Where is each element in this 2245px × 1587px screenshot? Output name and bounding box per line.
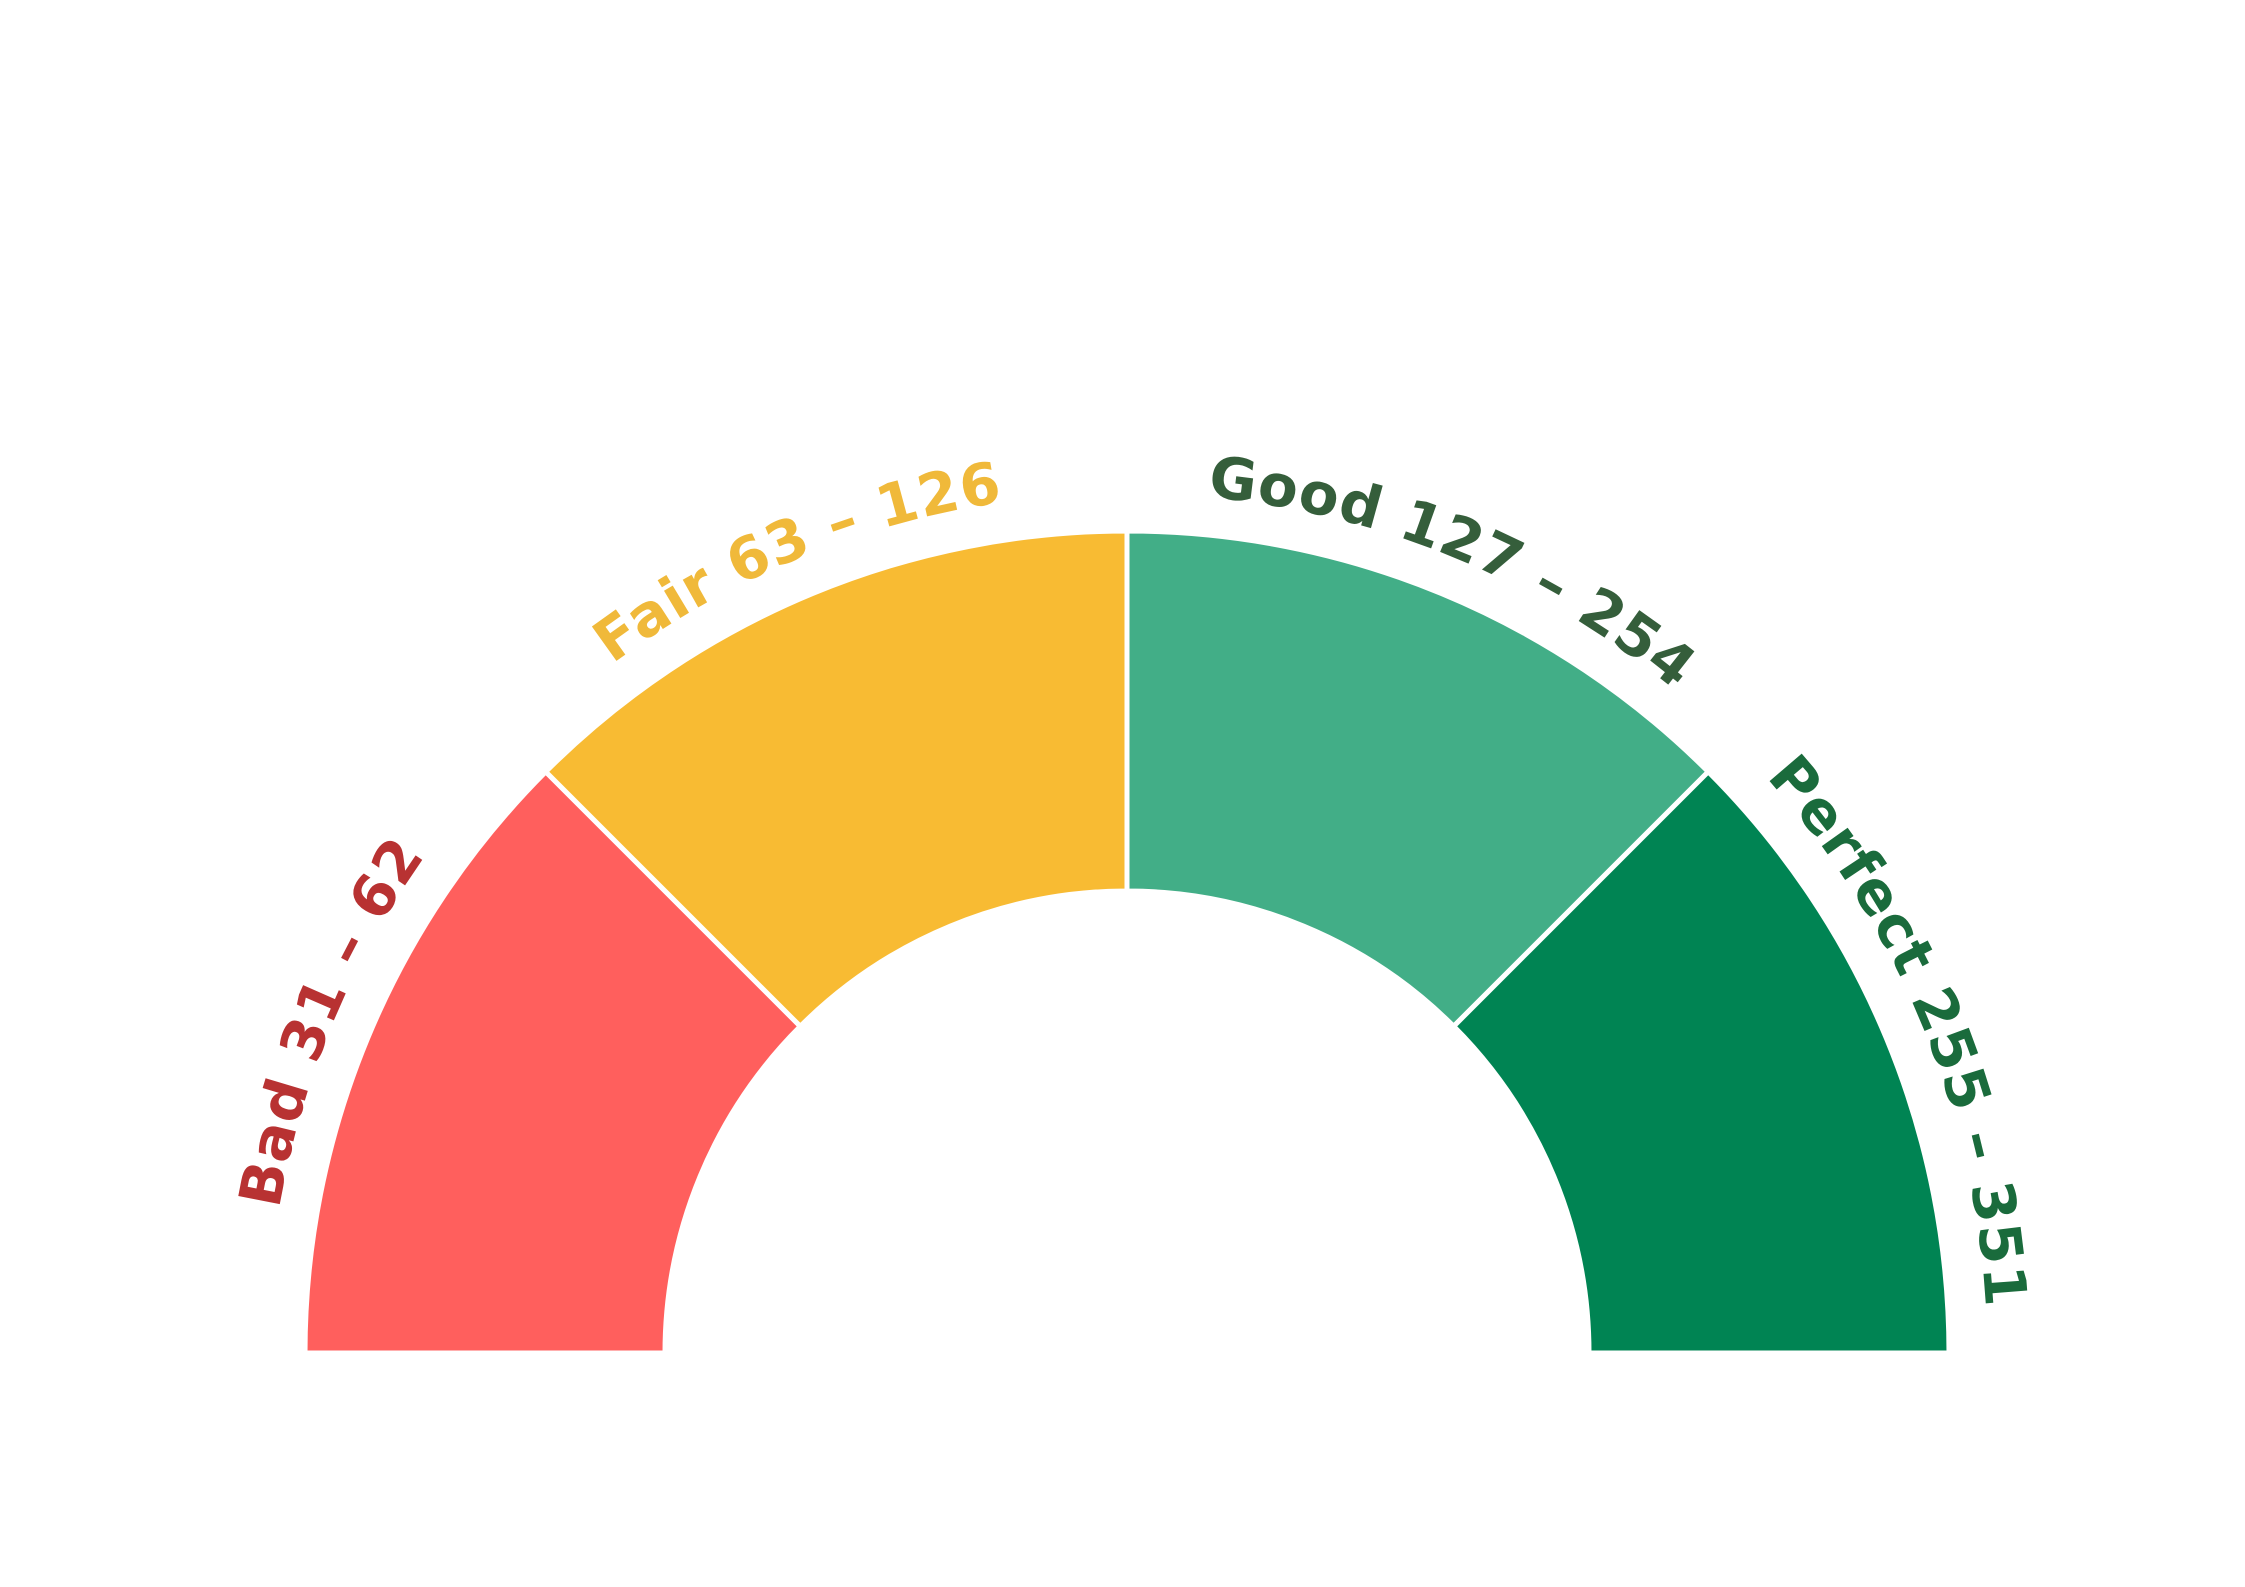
gauge-segment-good bbox=[1124, 528, 1712, 1030]
gauge-segments bbox=[302, 528, 1952, 1356]
gauge-segment-fair bbox=[542, 528, 1130, 1030]
gauge-segment-perfect bbox=[1450, 768, 1952, 1356]
gauge-segment-bad bbox=[302, 768, 804, 1356]
